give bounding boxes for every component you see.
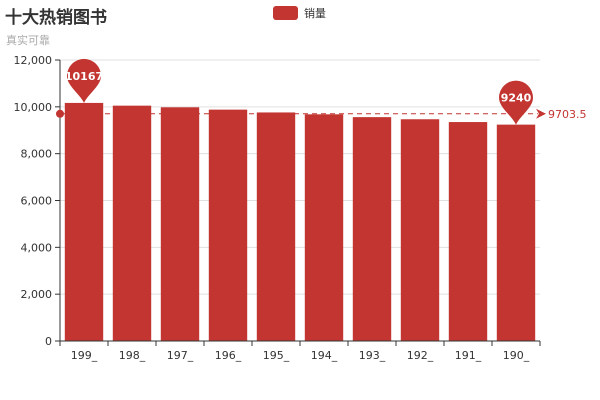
y-tick-label: 8,000 [21,148,53,161]
bar-197_ [160,107,200,341]
legend-swatch [273,6,298,20]
y-tick-label: 6,000 [21,195,53,208]
bar-199_ [64,102,104,341]
mark-point-pin-min [499,80,533,125]
x-tick-label: 192_ [407,349,434,362]
bar-194_ [304,114,344,342]
y-tick-label: 10,000 [14,101,53,114]
y-tick-label: 12,000 [14,54,53,67]
bar-191_ [448,122,488,341]
x-tick-label: 195_ [263,349,290,362]
mark-point-pin-max [67,58,101,103]
x-tick-label: 193_ [359,349,386,362]
y-tick-label: 2,000 [21,288,53,301]
bar-193_ [352,117,392,342]
x-tick-label: 190_ [503,349,530,362]
y-tick-label: 0 [45,335,52,348]
x-tick-label: 199_ [71,349,98,362]
chart-subtitle: 真实可靠 [6,34,50,47]
legend[interactable]: 销量 [273,5,326,21]
mark-point-label-min: 9240 [501,92,532,105]
average-line-arrow-icon [536,108,546,119]
x-tick-label: 194_ [311,349,338,362]
x-tick-label: 191_ [455,349,482,362]
mark-point-label-max: 10167 [65,70,103,83]
bar-195_ [256,112,296,341]
chart-title: 十大热销图书 [5,8,107,28]
bar-196_ [208,109,248,341]
bar-190_ [496,124,536,341]
x-tick-label: 197_ [167,349,194,362]
bar-198_ [112,105,152,341]
x-tick-label: 196_ [215,349,242,362]
legend-label: 销量 [304,7,326,20]
y-tick-label: 4,000 [21,241,53,254]
average-line-label: 9703.5 [548,108,587,121]
x-tick-label: 198_ [119,349,146,362]
bar-192_ [400,119,440,341]
